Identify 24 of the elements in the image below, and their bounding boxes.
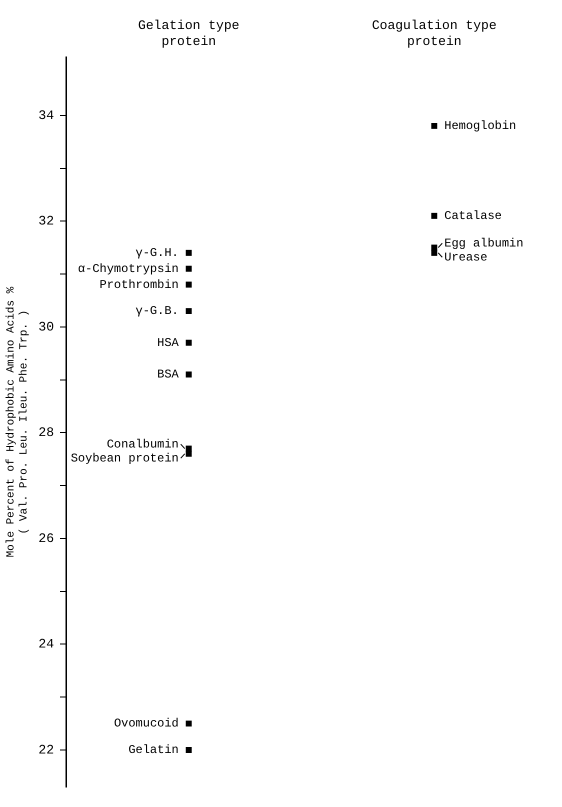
annotation: Egg albumin [444, 236, 524, 250]
y-tick-label: 30 [38, 319, 54, 334]
annotation: Catalase [444, 209, 502, 224]
annotation: Conalbumin [106, 437, 179, 452]
x-tick-label: Gelation type protein [138, 18, 240, 49]
y-tick-label: 32 [38, 214, 54, 229]
annotation: Gelatin [128, 743, 179, 758]
annotation: γ-G.B. [136, 304, 179, 318]
annotation: Ovomucoid [114, 716, 179, 731]
x-tick-label: Coagulation type protein [372, 18, 497, 49]
y-tick-label: 22 [38, 742, 54, 758]
annotation: Prothrombin [100, 278, 179, 292]
y-tick-label: 28 [38, 425, 54, 440]
annotation: γ-G.H. [136, 246, 179, 260]
annotation: α-Chymotrypsin [78, 262, 179, 276]
y-tick-label: 24 [38, 636, 54, 652]
y-axis-title: Mole Percent of Hydrophobic Amino Acids % ( Val. Pro. Leu. Ileu. Phe. Trp. ) [6, 286, 31, 558]
annotation: Urease [444, 250, 488, 264]
annotation: Soybean protein [70, 451, 179, 466]
y-tick-label: 26 [38, 530, 54, 546]
y-tick-label: 34 [38, 108, 54, 123]
annotation: HSA [157, 336, 180, 350]
annotation: BSA [157, 368, 180, 382]
annotation: Hemoglobin [444, 119, 516, 134]
